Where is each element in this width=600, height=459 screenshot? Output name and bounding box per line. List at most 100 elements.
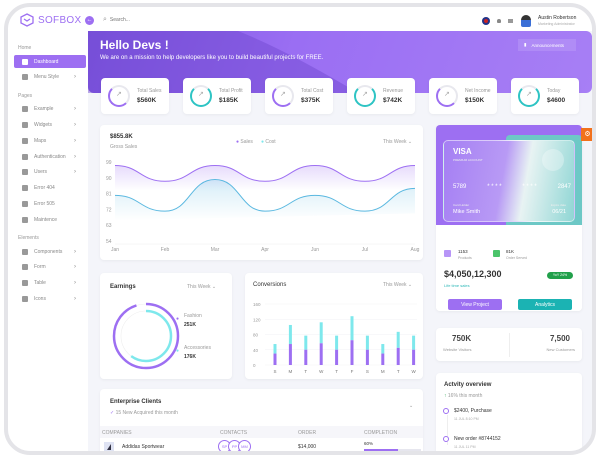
x-tick-label: S bbox=[273, 369, 276, 374]
gross-sales-value: $855.8K bbox=[110, 134, 133, 140]
sidebar-item-label: Dashboard bbox=[34, 58, 59, 65]
legend-accessories: ● Accessories 176K bbox=[176, 345, 211, 360]
search-input[interactable] bbox=[109, 17, 180, 23]
x-tick-label: M bbox=[289, 369, 293, 374]
avatar[interactable] bbox=[521, 15, 531, 27]
bar-bottom bbox=[350, 340, 354, 365]
menu-icon bbox=[22, 280, 28, 287]
x-tick-label: Jul bbox=[362, 247, 368, 253]
analytics-button[interactable]: Analytics bbox=[518, 299, 572, 310]
settings-gear-button[interactable]: ⚙ bbox=[581, 128, 592, 141]
sidebar-section-label: Home bbox=[18, 45, 32, 51]
sidebar-item-example[interactable]: Example › bbox=[14, 103, 86, 116]
legend-fashion: ● Fashion 251K bbox=[176, 313, 202, 328]
bar-bottom bbox=[412, 349, 416, 365]
sidebar-item-icons[interactable]: Icons › bbox=[14, 292, 86, 305]
conversions-title: Conversions bbox=[253, 282, 287, 288]
y-tick-label: 99 bbox=[106, 160, 112, 166]
sidebar-item-maps[interactable]: Maps › bbox=[14, 134, 86, 147]
contacts-avatars: SP PP MM bbox=[218, 440, 251, 451]
trend-arrow-icon: ↗ bbox=[354, 85, 376, 107]
chevron-right-icon: › bbox=[74, 137, 76, 144]
menu-icon bbox=[22, 248, 28, 255]
x-tick-label: T bbox=[335, 369, 338, 374]
stat-card: ↗ Total Cost $375K bbox=[265, 78, 333, 114]
sidebar-item-form[interactable]: Form › bbox=[14, 261, 86, 274]
language-flag-icon[interactable] bbox=[482, 17, 490, 25]
menu-icon bbox=[22, 106, 28, 113]
chevron-right-icon: › bbox=[74, 106, 76, 113]
sidebar-item-widgets[interactable]: Widgets › bbox=[14, 118, 86, 131]
credit-card[interactable]: VISA PREMIUM ACCOUNT 5789 * * * * * * * * 2… bbox=[443, 140, 575, 222]
conversions-period-select[interactable]: This Week ⌄ bbox=[383, 282, 413, 288]
bar-top bbox=[319, 322, 323, 344]
earnings-period-select[interactable]: This Week ⌄ bbox=[187, 284, 217, 290]
completion-value: 60% bbox=[364, 441, 374, 446]
brand-name: SOFBOX bbox=[38, 15, 82, 26]
logo-icon bbox=[20, 13, 34, 27]
announcements-button[interactable]: ▮ Announcements bbox=[518, 39, 576, 51]
series-line-sales bbox=[114, 165, 416, 182]
sidebar-item-maintence[interactable]: Maintence bbox=[14, 213, 86, 226]
sidebar-item-label: Error 404 bbox=[34, 185, 55, 192]
activity-item-time: 11 JUL 8:10 PM bbox=[454, 417, 479, 421]
bar-bottom bbox=[273, 353, 277, 365]
search-box[interactable]: ⌕ bbox=[103, 14, 193, 26]
stat-value: $560K bbox=[137, 97, 157, 104]
company-logo bbox=[104, 442, 114, 451]
menu-icon bbox=[22, 185, 28, 192]
sidebar-item-label: Authentication bbox=[34, 153, 66, 160]
sidebar-item-dashboard[interactable]: Dashboard bbox=[14, 55, 86, 68]
lifetime-sales-label: Life time sales bbox=[444, 283, 470, 288]
gross-sales-chart: 99 90 81 72 63 54 Jan Feb Mar Apr Jun Jul Aug bbox=[106, 160, 420, 253]
activity-item-title: New order #8744152 bbox=[454, 436, 501, 442]
y-tick-label: 81 bbox=[106, 192, 112, 198]
donut-segment-accessories bbox=[119, 309, 173, 363]
series-line-cost bbox=[114, 179, 416, 212]
bar-bottom bbox=[396, 347, 400, 365]
stat-value: $375K bbox=[301, 97, 321, 104]
view-project-button[interactable]: View Project bbox=[448, 299, 502, 310]
y-tick-label: 160 bbox=[253, 302, 261, 307]
chart-legend: ● Sales ● Cost bbox=[236, 139, 276, 145]
sidebar-item-label: Table bbox=[34, 280, 46, 287]
order-value: $14,000 bbox=[298, 444, 317, 450]
y-tick-label: 54 bbox=[106, 239, 112, 245]
microphone-icon: ▮ bbox=[524, 42, 527, 47]
bar-top bbox=[365, 335, 369, 350]
conversions-card: Conversions This Week ⌄ 160 120 80 40 0 S M T W T… bbox=[245, 273, 423, 379]
clients-title: Enterprise Clients bbox=[110, 399, 162, 405]
mail-icon[interactable] bbox=[508, 19, 513, 23]
website-visitors-value: 750K bbox=[452, 334, 472, 343]
collapse-sidebar-button[interactable]: ← bbox=[85, 16, 94, 25]
user-name: Austin Robertson bbox=[538, 15, 577, 21]
contact-avatar[interactable]: MM bbox=[238, 440, 251, 451]
chevron-right-icon: › bbox=[74, 153, 76, 160]
x-tick-label: Jan bbox=[111, 247, 119, 253]
sidebar-item-error-404[interactable]: Error 404 bbox=[14, 182, 86, 195]
y-tick-label: 80 bbox=[253, 333, 259, 338]
sidebar-item-authentication[interactable]: Authentication › bbox=[14, 150, 86, 163]
legend-sales: ● Sales bbox=[236, 139, 253, 145]
period-select[interactable]: This Week ⌄ bbox=[383, 139, 413, 145]
new-customers-label: New Customers bbox=[546, 347, 575, 352]
header-companies: COMPANIES bbox=[102, 430, 132, 436]
bar-bottom bbox=[304, 349, 308, 365]
sidebar-item-table[interactable]: Table › bbox=[14, 277, 86, 290]
website-visitors-label: Website Visitors bbox=[443, 347, 472, 352]
top-bar: SOFBOX ← ⌕ Austin Robertson Marketing Ad… bbox=[8, 7, 592, 31]
table-row[interactable]: Addidas Sportwear SP PP MM $14,000 60% bbox=[100, 440, 423, 451]
sidebar-item-users[interactable]: Users › bbox=[14, 166, 86, 179]
sidebar-item-error-505[interactable]: Error 505 bbox=[14, 197, 86, 210]
collapse-chevron-icon[interactable]: ⌄ bbox=[409, 403, 414, 409]
products-count: 1153 bbox=[458, 249, 468, 254]
bell-icon[interactable] bbox=[497, 19, 501, 23]
sidebar-item-menu-style[interactable]: Menu Style › bbox=[14, 71, 86, 84]
visitors-card: 750K Website Visitors 7,500 New Customer… bbox=[436, 328, 582, 361]
activity-subtitle: 16% this month bbox=[447, 393, 483, 399]
chevron-right-icon: › bbox=[74, 295, 76, 302]
x-tick-label: W bbox=[411, 369, 416, 374]
sidebar-item-components[interactable]: Components › bbox=[14, 245, 86, 258]
chevron-right-icon: › bbox=[74, 264, 76, 271]
x-tick-label: S bbox=[366, 369, 369, 374]
